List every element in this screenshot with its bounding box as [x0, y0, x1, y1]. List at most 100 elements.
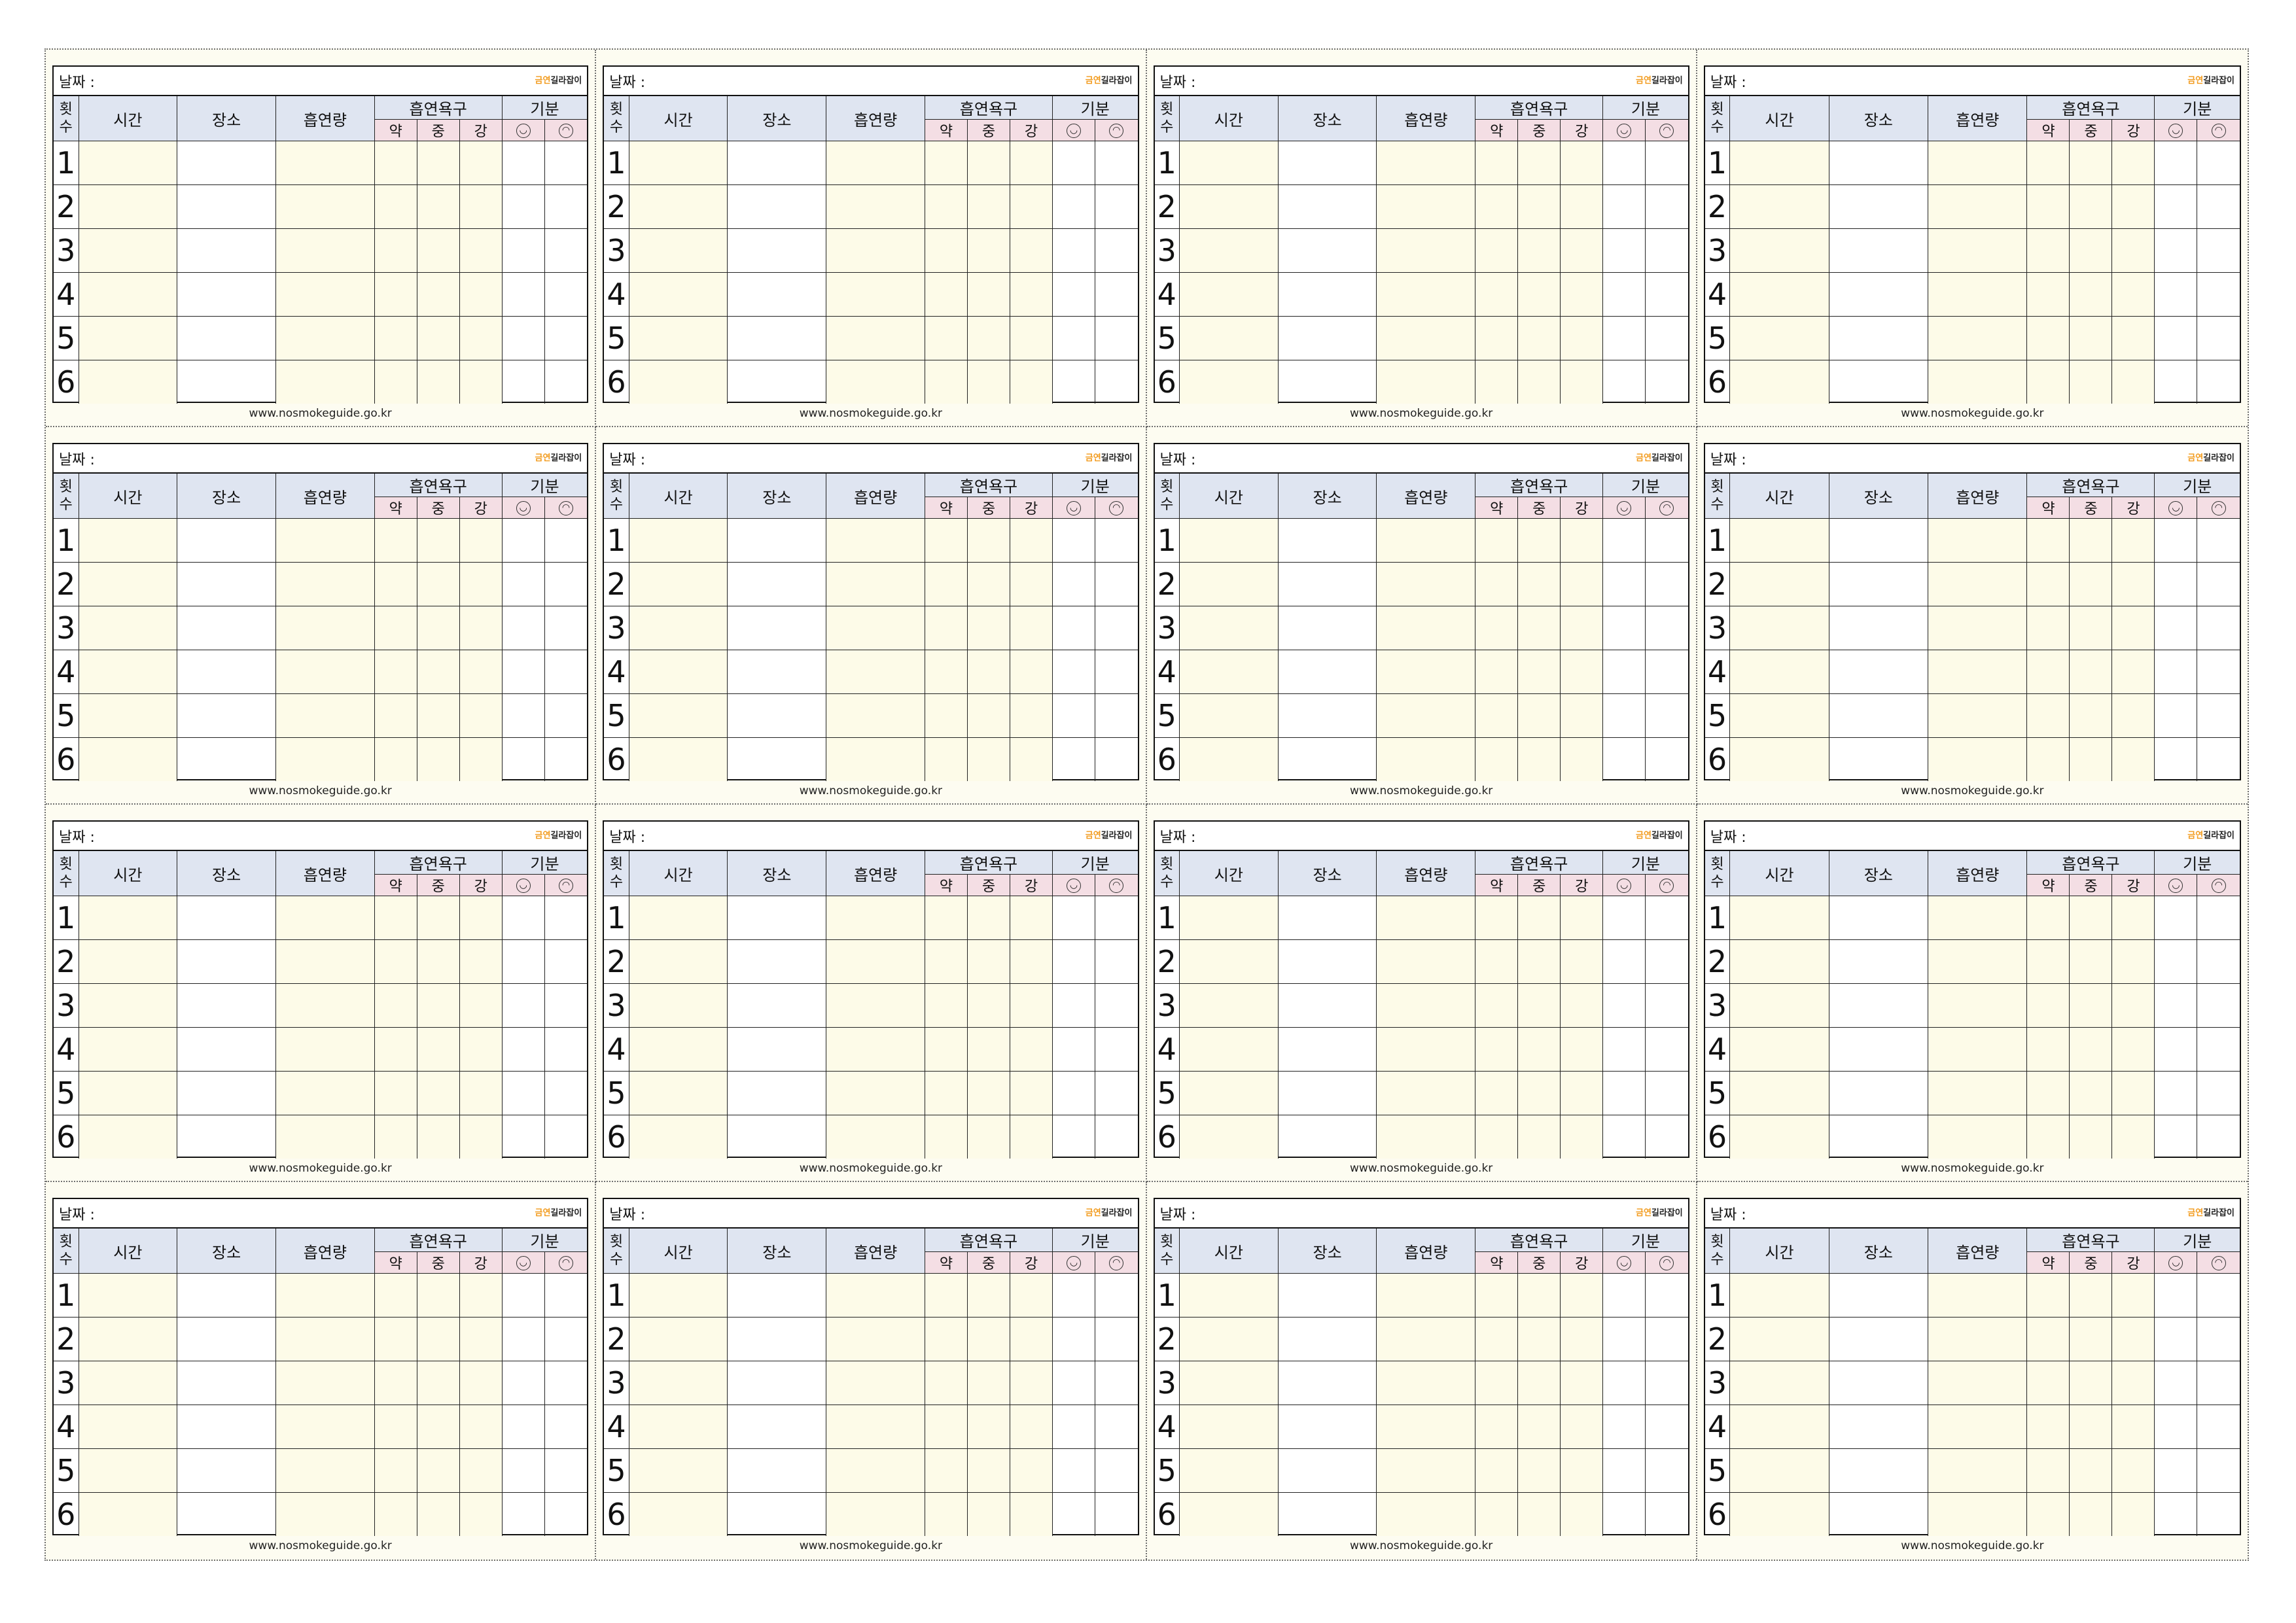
mood-bad-cell[interactable]: [2197, 141, 2240, 185]
time-cell[interactable]: [1729, 1273, 1829, 1318]
craving-weak-cell[interactable]: [924, 1448, 968, 1493]
craving-strong-cell[interactable]: [1009, 1492, 1053, 1536]
craving-medium-cell[interactable]: [1517, 272, 1561, 317]
amount-cell[interactable]: [1376, 316, 1476, 360]
place-cell[interactable]: [1828, 316, 1929, 360]
amount-cell[interactable]: [275, 1273, 375, 1318]
mood-bad-cell[interactable]: [2197, 939, 2240, 984]
time-cell[interactable]: [628, 360, 728, 404]
craving-weak-cell[interactable]: [924, 228, 968, 273]
craving-medium-cell[interactable]: [416, 939, 460, 984]
craving-weak-cell[interactable]: [1475, 1492, 1519, 1536]
craving-weak-cell[interactable]: [1475, 562, 1519, 606]
craving-weak-cell[interactable]: [924, 316, 968, 360]
craving-weak-cell[interactable]: [2026, 1448, 2070, 1493]
craving-weak-cell[interactable]: [924, 1361, 968, 1405]
craving-strong-cell[interactable]: [2111, 562, 2155, 606]
time-cell[interactable]: [1179, 228, 1279, 273]
craving-strong-cell[interactable]: [2111, 1448, 2155, 1493]
craving-weak-cell[interactable]: [924, 1405, 968, 1449]
craving-strong-cell[interactable]: [1009, 1361, 1053, 1405]
place-cell[interactable]: [177, 939, 276, 984]
place-cell[interactable]: [1828, 1071, 1929, 1115]
time-cell[interactable]: [1729, 983, 1829, 1028]
place-cell[interactable]: [1277, 518, 1377, 563]
mood-bad-cell[interactable]: [544, 1492, 588, 1536]
craving-strong-cell[interactable]: [2111, 1115, 2155, 1159]
mood-bad-cell[interactable]: [1094, 184, 1138, 229]
time-cell[interactable]: [1729, 518, 1829, 563]
place-cell[interactable]: [1828, 606, 1929, 650]
place-cell[interactable]: [177, 228, 276, 273]
mood-bad-cell[interactable]: [1645, 1492, 1688, 1536]
craving-strong-cell[interactable]: [1009, 1273, 1053, 1318]
craving-weak-cell[interactable]: [2026, 1361, 2070, 1405]
mood-good-cell[interactable]: [1051, 1492, 1095, 1536]
craving-medium-cell[interactable]: [2069, 1115, 2113, 1159]
craving-medium-cell[interactable]: [416, 1317, 460, 1361]
mood-bad-cell[interactable]: [1645, 562, 1688, 606]
craving-weak-cell[interactable]: [924, 693, 968, 738]
craving-medium-cell[interactable]: [966, 518, 1010, 563]
place-cell[interactable]: [177, 1071, 276, 1115]
craving-weak-cell[interactable]: [2026, 272, 2070, 317]
amount-cell[interactable]: [1376, 184, 1476, 229]
amount-cell[interactable]: [1376, 983, 1476, 1028]
mood-bad-cell[interactable]: [1094, 606, 1138, 650]
craving-strong-cell[interactable]: [1009, 1115, 1053, 1159]
place-cell[interactable]: [177, 650, 276, 694]
time-cell[interactable]: [1179, 1071, 1279, 1115]
place-cell[interactable]: [177, 606, 276, 650]
amount-cell[interactable]: [1376, 1448, 1476, 1493]
amount-cell[interactable]: [1376, 1492, 1476, 1536]
mood-bad-cell[interactable]: [1645, 141, 1688, 185]
mood-good-cell[interactable]: [501, 693, 545, 738]
craving-weak-cell[interactable]: [1475, 184, 1519, 229]
mood-bad-cell[interactable]: [1645, 1361, 1688, 1405]
craving-weak-cell[interactable]: [2026, 1027, 2070, 1072]
mood-good-cell[interactable]: [1602, 1361, 1646, 1405]
craving-strong-cell[interactable]: [459, 1115, 503, 1159]
mood-bad-cell[interactable]: [2197, 360, 2240, 404]
mood-bad-cell[interactable]: [1645, 693, 1688, 738]
place-cell[interactable]: [1277, 737, 1377, 781]
mood-good-cell[interactable]: [1602, 983, 1646, 1028]
time-cell[interactable]: [628, 316, 728, 360]
craving-medium-cell[interactable]: [2069, 650, 2113, 694]
amount-cell[interactable]: [826, 896, 925, 940]
time-cell[interactable]: [1729, 896, 1829, 940]
time-cell[interactable]: [78, 228, 178, 273]
craving-strong-cell[interactable]: [1560, 228, 1604, 273]
craving-medium-cell[interactable]: [2069, 228, 2113, 273]
time-cell[interactable]: [78, 1273, 178, 1318]
mood-good-cell[interactable]: [2154, 316, 2198, 360]
mood-good-cell[interactable]: [1602, 316, 1646, 360]
craving-weak-cell[interactable]: [374, 1027, 417, 1072]
mood-good-cell[interactable]: [1051, 1115, 1095, 1159]
time-cell[interactable]: [628, 1027, 728, 1072]
mood-bad-cell[interactable]: [2197, 737, 2240, 781]
craving-weak-cell[interactable]: [374, 650, 417, 694]
amount-cell[interactable]: [826, 272, 925, 317]
mood-good-cell[interactable]: [2154, 737, 2198, 781]
mood-bad-cell[interactable]: [1645, 650, 1688, 694]
craving-weak-cell[interactable]: [374, 1405, 417, 1449]
craving-strong-cell[interactable]: [2111, 606, 2155, 650]
craving-weak-cell[interactable]: [924, 184, 968, 229]
mood-good-cell[interactable]: [2154, 141, 2198, 185]
craving-strong-cell[interactable]: [459, 650, 503, 694]
place-cell[interactable]: [177, 983, 276, 1028]
mood-good-cell[interactable]: [501, 562, 545, 606]
time-cell[interactable]: [628, 1317, 728, 1361]
craving-strong-cell[interactable]: [1560, 1361, 1604, 1405]
craving-weak-cell[interactable]: [374, 1448, 417, 1493]
mood-bad-cell[interactable]: [2197, 1492, 2240, 1536]
craving-weak-cell[interactable]: [374, 1071, 417, 1115]
time-cell[interactable]: [78, 518, 178, 563]
craving-strong-cell[interactable]: [1009, 983, 1053, 1028]
craving-medium-cell[interactable]: [416, 737, 460, 781]
amount-cell[interactable]: [1376, 606, 1476, 650]
mood-good-cell[interactable]: [1051, 141, 1095, 185]
amount-cell[interactable]: [1376, 1071, 1476, 1115]
place-cell[interactable]: [1828, 141, 1929, 185]
